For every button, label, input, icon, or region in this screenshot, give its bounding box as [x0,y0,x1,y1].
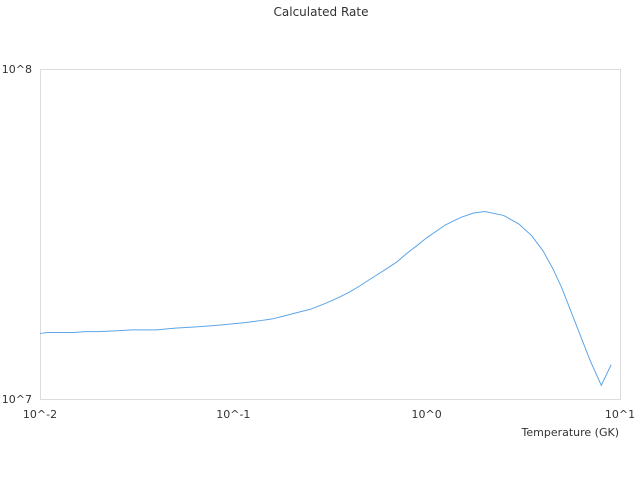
y-tick-label: 10^7 [2,393,32,406]
x-tick-label: 10^-1 [216,408,250,421]
plot-area [40,69,621,400]
x-tick-label: 10^1 [605,408,635,421]
x-tick-label: 10^-2 [23,408,57,421]
chart-title: Calculated Rate [274,5,369,19]
x-tick-label: 10^0 [412,408,442,421]
y-tick-label: 10^8 [2,63,32,76]
x-axis-label: Temperature (GK) [521,426,620,439]
rate-series-line [39,210,612,387]
